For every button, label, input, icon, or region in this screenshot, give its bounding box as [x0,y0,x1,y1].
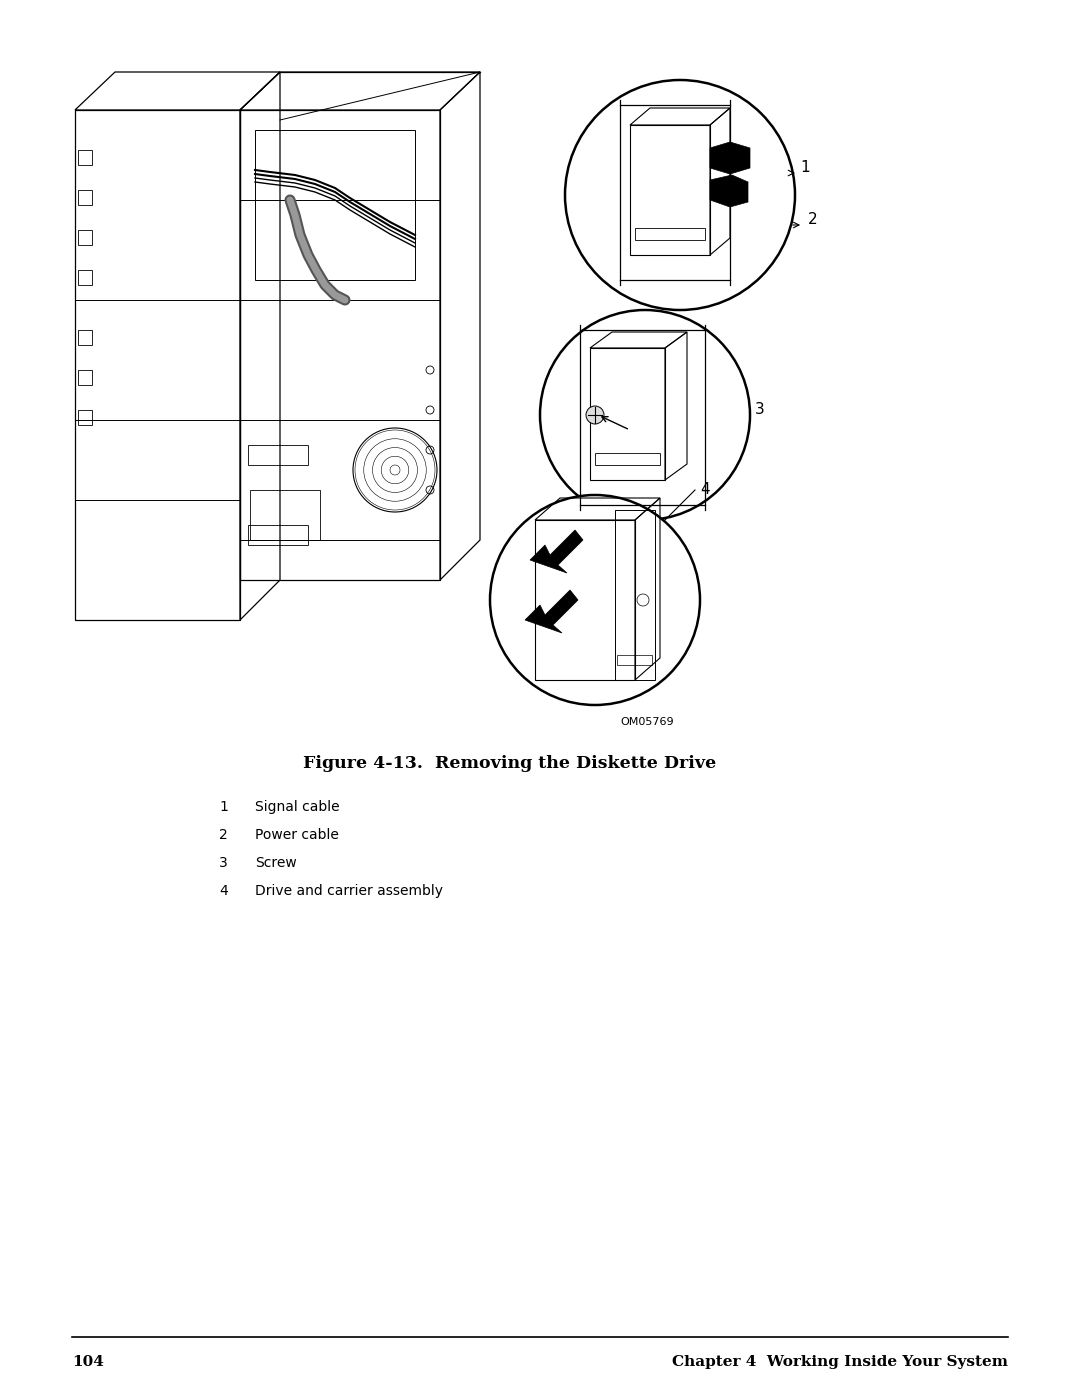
Text: 3: 3 [219,856,228,870]
Text: 1: 1 [219,800,228,814]
Bar [78,409,92,425]
Text: Drive and carrier assembly: Drive and carrier assembly [255,884,443,898]
Text: 3: 3 [755,402,765,418]
Bar [78,270,92,285]
Bar [595,453,660,465]
Bar [78,231,92,244]
Bar [248,525,308,545]
Bar [635,228,705,240]
Text: Chapter 4  Working Inside Your System: Chapter 4 Working Inside Your System [672,1355,1008,1369]
Text: Power cable: Power cable [255,828,339,842]
Text: 4: 4 [219,884,228,898]
Bar [78,330,92,345]
Bar [78,149,92,165]
Text: 1: 1 [800,161,810,176]
Circle shape [540,310,750,520]
Text: 4: 4 [700,482,710,497]
Text: Figure 4-13.  Removing the Diskette Drive: Figure 4-13. Removing the Diskette Drive [303,754,717,773]
Text: 2: 2 [219,828,228,842]
Polygon shape [525,590,578,633]
Text: Signal cable: Signal cable [255,800,339,814]
Bar [78,370,92,386]
Circle shape [565,80,795,310]
Polygon shape [710,142,750,175]
Text: 104: 104 [72,1355,104,1369]
Text: 2: 2 [808,212,818,228]
Polygon shape [710,175,748,207]
Bar [248,446,308,465]
Text: OM05769: OM05769 [620,717,674,726]
Text: Screw: Screw [255,856,297,870]
Bar [78,190,92,205]
Bar [617,655,652,665]
Circle shape [586,407,604,425]
Polygon shape [530,529,583,573]
Circle shape [490,495,700,705]
